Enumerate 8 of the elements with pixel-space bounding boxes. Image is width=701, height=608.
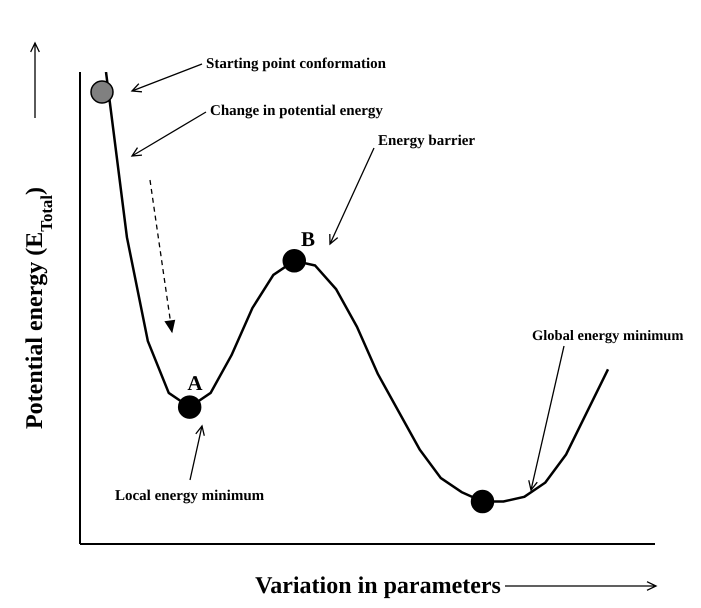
annotation: Local energy minimum <box>115 488 265 504</box>
annotation: Energy barrier <box>378 133 476 149</box>
annotation: Starting point conformation <box>206 56 387 72</box>
annotation: Global energy minimum <box>532 328 684 344</box>
x-axis-title: Variation in parameters <box>255 573 501 599</box>
annotation: A <box>187 371 204 395</box>
annotation: Change in potential energy <box>210 103 384 119</box>
annotation: B <box>300 227 316 251</box>
